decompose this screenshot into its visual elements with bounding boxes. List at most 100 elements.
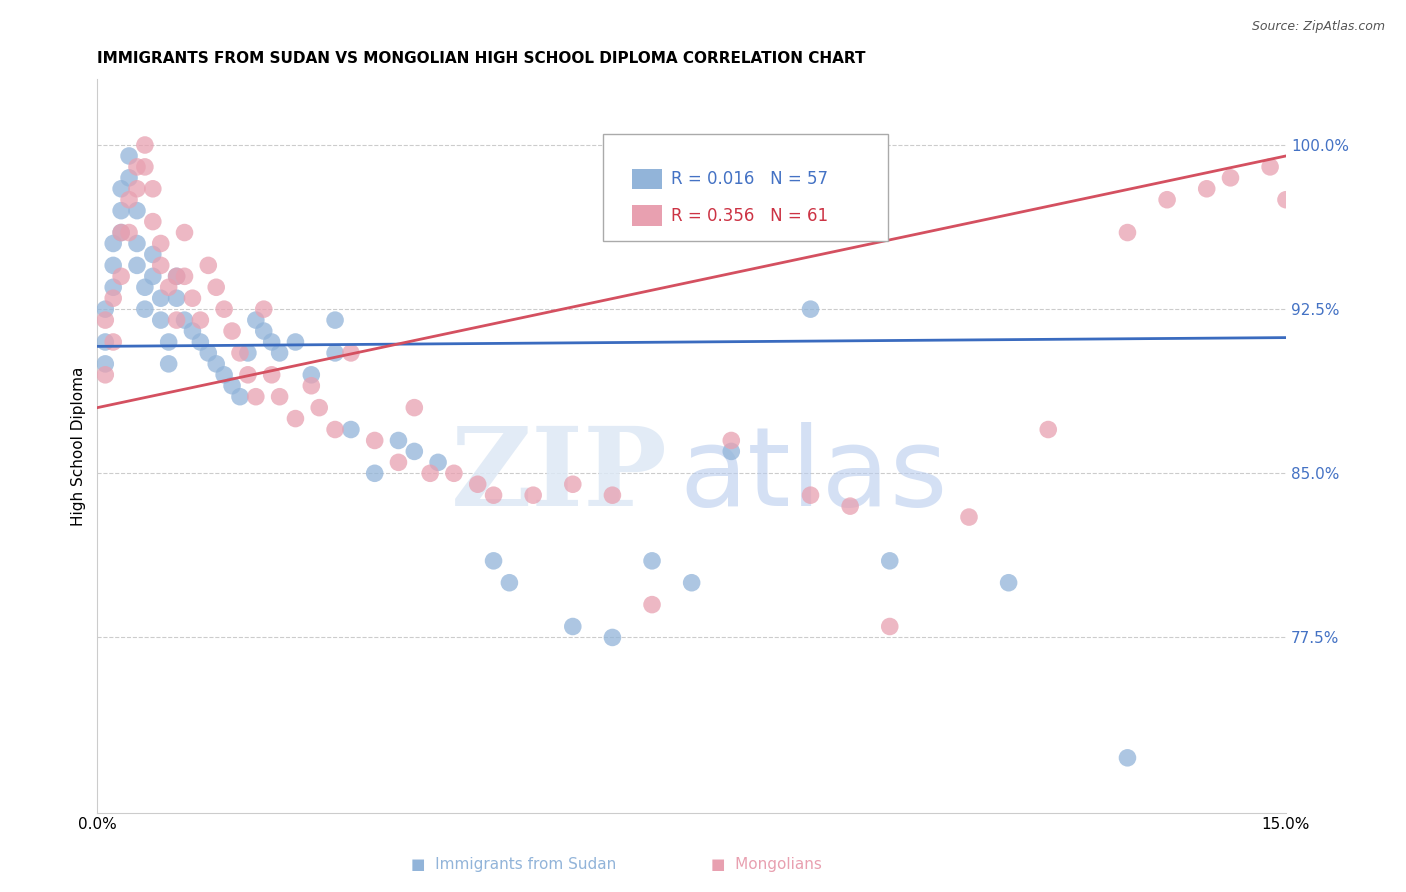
Point	[181, 291, 204, 305]
Point	[229, 390, 252, 404]
Point	[720, 434, 742, 448]
Point	[253, 302, 276, 317]
Point	[221, 378, 243, 392]
Point	[443, 467, 465, 481]
Point	[197, 259, 219, 273]
Point	[236, 346, 259, 360]
Point	[134, 280, 156, 294]
Point	[561, 477, 583, 491]
Point	[245, 390, 267, 404]
Point	[166, 269, 188, 284]
Point	[561, 619, 583, 633]
Text: IMMIGRANTS FROM SUDAN VS MONGOLIAN HIGH SCHOOL DIPLOMA CORRELATION CHART: IMMIGRANTS FROM SUDAN VS MONGOLIAN HIGH …	[97, 51, 866, 66]
FancyBboxPatch shape	[633, 205, 662, 226]
Point	[190, 334, 212, 349]
Point	[236, 368, 259, 382]
Y-axis label: High School Diploma: High School Diploma	[72, 367, 86, 525]
Point	[269, 346, 291, 360]
Point	[467, 477, 489, 491]
Point	[602, 631, 624, 645]
Point	[118, 193, 141, 207]
Text: ■  Mongolians: ■ Mongolians	[711, 857, 821, 872]
Point	[1116, 751, 1139, 765]
Point	[118, 170, 141, 185]
Point	[125, 236, 148, 251]
Point	[118, 226, 141, 240]
Point	[212, 368, 235, 382]
Point	[221, 324, 243, 338]
Point	[284, 411, 307, 425]
Point	[149, 259, 172, 273]
Point	[166, 291, 188, 305]
Point	[229, 346, 252, 360]
Point	[340, 423, 363, 437]
Point	[1116, 226, 1139, 240]
Point	[142, 214, 165, 228]
Point	[205, 280, 228, 294]
Point	[103, 236, 125, 251]
Point	[957, 510, 980, 524]
Point	[363, 434, 385, 448]
Point	[260, 334, 283, 349]
Point	[1275, 193, 1298, 207]
Point	[103, 280, 125, 294]
Point	[245, 313, 267, 327]
Point	[181, 324, 204, 338]
Point	[323, 313, 346, 327]
Point	[157, 357, 180, 371]
Point	[94, 334, 117, 349]
Point	[419, 467, 441, 481]
Point	[125, 203, 148, 218]
Point	[799, 302, 821, 317]
Point	[720, 444, 742, 458]
Point	[879, 554, 901, 568]
Text: atlas: atlas	[679, 422, 948, 529]
Point	[482, 488, 505, 502]
Point	[799, 488, 821, 502]
Point	[142, 182, 165, 196]
Point	[363, 467, 385, 481]
Point	[308, 401, 330, 415]
Point	[498, 575, 520, 590]
Point	[134, 302, 156, 317]
Point	[1156, 193, 1178, 207]
Point	[110, 182, 132, 196]
Point	[522, 488, 544, 502]
Point	[94, 357, 117, 371]
Point	[157, 280, 180, 294]
Point	[94, 313, 117, 327]
Point	[681, 575, 703, 590]
Point	[269, 390, 291, 404]
Point	[260, 368, 283, 382]
Point	[94, 368, 117, 382]
Point	[173, 269, 195, 284]
Point	[173, 313, 195, 327]
Point	[404, 401, 426, 415]
Point	[387, 434, 409, 448]
Point	[253, 324, 276, 338]
Point	[166, 269, 188, 284]
Point	[1258, 160, 1281, 174]
Point	[110, 226, 132, 240]
Point	[110, 203, 132, 218]
Text: Source: ZipAtlas.com: Source: ZipAtlas.com	[1251, 20, 1385, 33]
Text: R = 0.356   N = 61: R = 0.356 N = 61	[672, 207, 828, 225]
Point	[602, 488, 624, 502]
Point	[212, 302, 235, 317]
Point	[134, 160, 156, 174]
Point	[94, 302, 117, 317]
Point	[340, 346, 363, 360]
Point	[1219, 170, 1241, 185]
Point	[427, 455, 450, 469]
Point	[482, 554, 505, 568]
Point	[142, 247, 165, 261]
Point	[157, 334, 180, 349]
Point	[125, 182, 148, 196]
Point	[173, 226, 195, 240]
Point	[284, 334, 307, 349]
Point	[299, 368, 322, 382]
Point	[103, 291, 125, 305]
Point	[1195, 182, 1218, 196]
FancyBboxPatch shape	[603, 135, 887, 241]
Point	[103, 334, 125, 349]
